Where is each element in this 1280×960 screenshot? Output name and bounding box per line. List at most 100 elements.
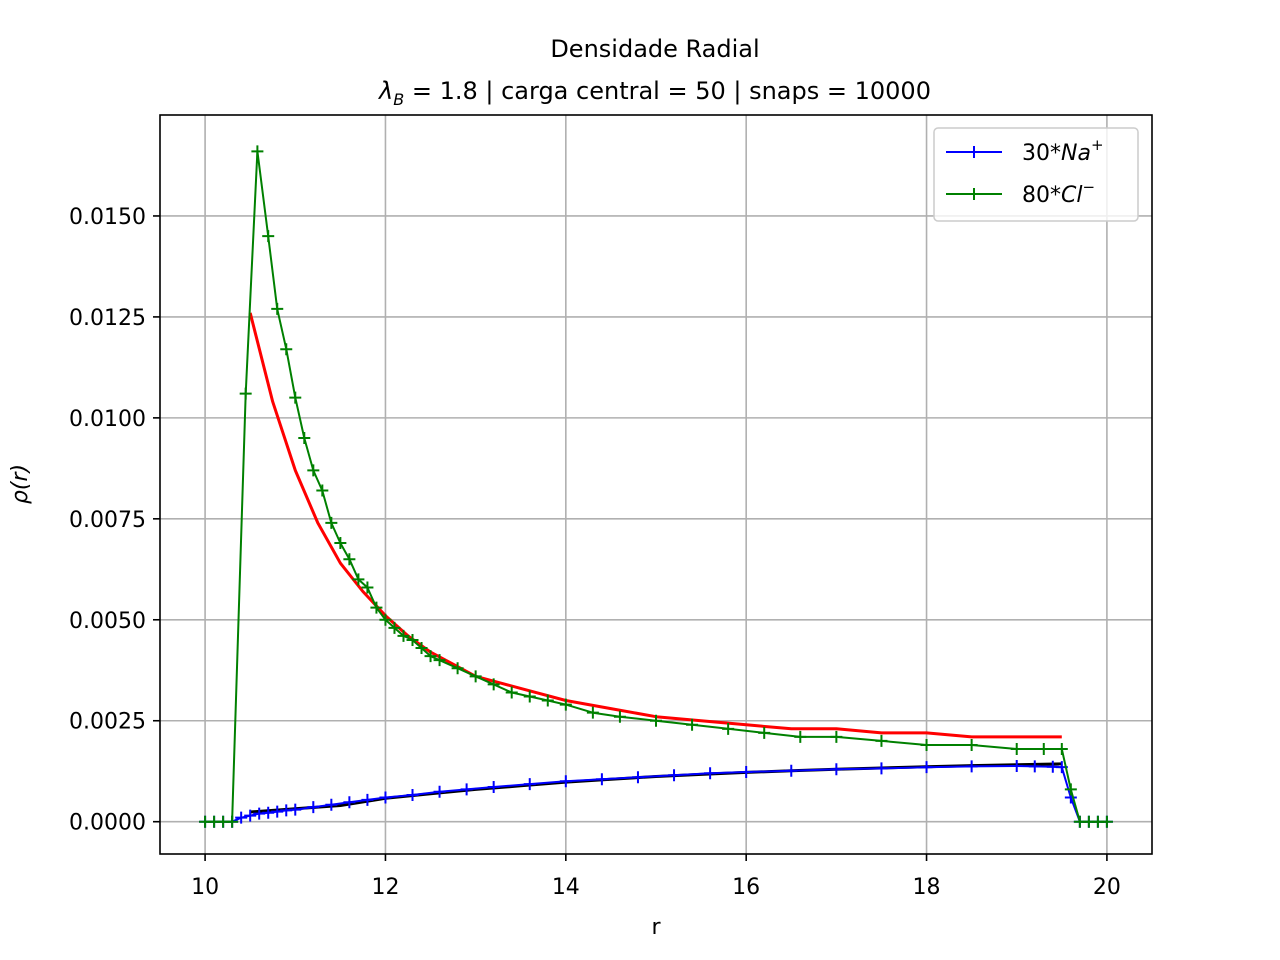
data-point-0 (704, 767, 717, 780)
x-axis-label: r (651, 915, 661, 940)
x-tick-label: 14 (552, 875, 580, 900)
legend-label-na: 30*Na+ (1022, 136, 1104, 166)
data-point-0 (262, 806, 275, 819)
y-tick-label: 0.0125 (69, 306, 146, 331)
data-point-1 (586, 706, 599, 719)
data-point-1 (686, 718, 699, 731)
data-point-1 (650, 714, 662, 727)
data-point-1 (262, 230, 275, 243)
legend-na-ital: Na (1061, 141, 1091, 166)
data-point-0 (307, 801, 320, 814)
data-point-1 (1055, 743, 1068, 756)
legend: 30*Na+ 80*Cl− (933, 127, 1139, 222)
legend-label-cl: 80*Cl− (1022, 178, 1095, 208)
y-tick-label: 0.0000 (69, 811, 146, 836)
data-point-0 (289, 803, 302, 816)
data-point-1 (433, 654, 446, 667)
legend-marker-na (968, 146, 980, 158)
data-point-0 (631, 771, 644, 784)
data-point-0 (1028, 760, 1041, 773)
data-point-0 (920, 761, 933, 774)
legend-cl-ital: Cl (1061, 183, 1082, 208)
data-point-0 (1010, 759, 1023, 772)
data-point-1 (830, 730, 843, 743)
data-point-0 (595, 773, 608, 786)
data-point-0 (379, 791, 392, 804)
series-line-0 (205, 765, 1107, 823)
y-axis-label: ρ(r) (8, 464, 33, 504)
x-tick-label: 18 (913, 875, 941, 900)
series-line-3 (250, 762, 1062, 814)
data-point-1 (424, 650, 437, 663)
series-line-1 (205, 150, 1107, 823)
data-point-0 (785, 764, 798, 777)
series-line-2 (248, 312, 1062, 739)
data-point-1 (298, 432, 311, 445)
data-point-1 (505, 686, 518, 699)
data-point-1 (226, 815, 239, 828)
data-point-0 (325, 798, 338, 811)
data-point-1 (352, 573, 365, 586)
data-point-1 (343, 553, 356, 566)
data-point-1 (397, 629, 410, 642)
data-point-1 (361, 581, 374, 594)
data-point-1 (469, 670, 482, 683)
data-point-1 (1037, 743, 1050, 756)
legend-na-base: 30* (1022, 141, 1061, 166)
subtitle-rest: = 1.8 | carga central = 50 | snaps = 100… (404, 77, 931, 105)
data-point-0 (487, 780, 500, 793)
subtitle-lambda-subscript: B (393, 90, 404, 109)
data-point-1 (316, 484, 329, 497)
chart-title: Densidade Radial (550, 35, 759, 63)
data-point-1 (239, 387, 252, 400)
chart-subtitle: λB = 1.8 | carga central = 50 | snaps = … (377, 77, 931, 109)
y-tick-label: 0.0050 (69, 609, 146, 634)
data-point-1 (370, 601, 383, 614)
x-tick-label: 12 (371, 875, 399, 900)
data-point-0 (668, 769, 681, 782)
y-tick-label: 0.0150 (69, 205, 146, 230)
data-point-1 (613, 710, 626, 723)
data-point-1 (541, 694, 554, 707)
x-tick-label: 16 (732, 875, 760, 900)
data-point-1 (251, 145, 264, 158)
grid (160, 115, 1152, 854)
data-point-1 (875, 734, 888, 747)
data-point-0 (433, 785, 446, 798)
data-point-1 (920, 738, 933, 751)
y-tick-label: 0.0075 (69, 508, 146, 533)
data-point-0 (271, 805, 284, 818)
data-point-0 (343, 796, 356, 809)
data-point-1 (289, 391, 302, 404)
data-point-1 (559, 698, 572, 711)
plot-frame (159, 114, 1153, 855)
tick-layer: 10 12 14 16 18 20 0.0000 0.0025 0.0050 0.0075 0.01… (69, 205, 1121, 900)
data-point-0 (235, 811, 248, 824)
data-point-0 (244, 809, 257, 822)
data-point-1 (271, 302, 284, 315)
data-point-1 (523, 690, 536, 703)
data-point-1 (415, 642, 428, 655)
data-point-0 (523, 778, 536, 791)
data-point-0 (460, 783, 473, 796)
data-point-0 (406, 789, 419, 802)
data-point-1 (487, 678, 500, 691)
data-point-1 (379, 613, 392, 626)
x-tick-label: 10 (191, 875, 219, 900)
data-point-1 (1064, 783, 1077, 796)
data-point-1 (794, 730, 807, 743)
data-point-1 (722, 722, 735, 735)
data-point-1 (334, 537, 347, 550)
data-point-1 (280, 343, 293, 356)
legend-cl-sup: − (1082, 178, 1095, 196)
y-tick-label: 0.0025 (69, 710, 146, 735)
legend-cl-base: 80* (1022, 183, 1061, 208)
data-point-0 (965, 760, 978, 773)
data-point-1 (1100, 815, 1113, 828)
data-point-0 (361, 793, 374, 806)
data-point-1 (406, 633, 419, 646)
data-point-1 (758, 726, 771, 739)
data-point-1 (1010, 743, 1023, 756)
